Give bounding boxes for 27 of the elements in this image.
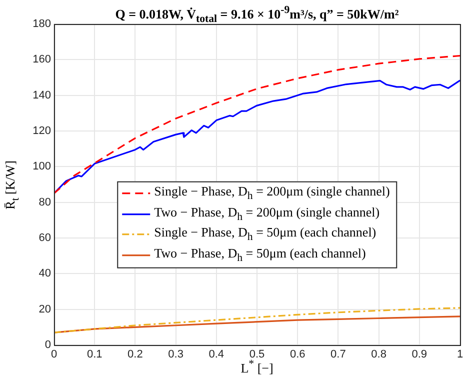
y-tick-label: 0: [44, 339, 51, 352]
x-tick-label: 0.5: [249, 348, 265, 361]
legend-label: Single − Phase, D$_{h}$ = 200μm (single channel): [154, 183, 390, 204]
y-tick-label: 80: [38, 196, 51, 208]
y-tick-label: 40: [38, 268, 51, 280]
x-tick-label: 0.6: [290, 348, 306, 361]
x-tick-label: 0.2: [128, 348, 143, 361]
legend-label: Two − Phase, D$_{h}$ = 200μm (single channel): [154, 204, 380, 224]
line-series: [54, 307, 460, 334]
x-axis-title: L$^{*}$ [−]: [240, 358, 274, 376]
y-tick-label: 120: [32, 125, 51, 138]
y-tick-label: 140: [32, 89, 51, 102]
y-tick-label: 160: [32, 54, 51, 66]
legend-label: Two − Phase, D$_{h}$ = 50μm (each channel): [154, 245, 366, 266]
x-tick-label: 0.8: [371, 348, 386, 361]
legend-label: Single − Phase, D$_{h}$ = 50μm (each channel): [154, 224, 376, 246]
x-tick-label: 0.1: [86, 348, 102, 361]
x-tick-label: 1: [456, 348, 464, 361]
y-tick-label: 20: [38, 303, 51, 316]
x-tick-label: 0.7: [330, 348, 346, 361]
y-tick-label: 60: [38, 232, 51, 244]
x-tick-label: 0.3: [168, 348, 184, 361]
x-tick-label: 0.4: [208, 348, 224, 361]
y-tick-label: 100: [32, 160, 51, 173]
x-tick-label: 0.9: [412, 348, 428, 361]
y-tick-label: 180: [32, 18, 51, 30]
chart-title: Q = 0.018W, V̇$_{total}$ = 9.16 × 10$^{-9}$m³/s, q” = 50kW/m²: [114, 4, 400, 25]
